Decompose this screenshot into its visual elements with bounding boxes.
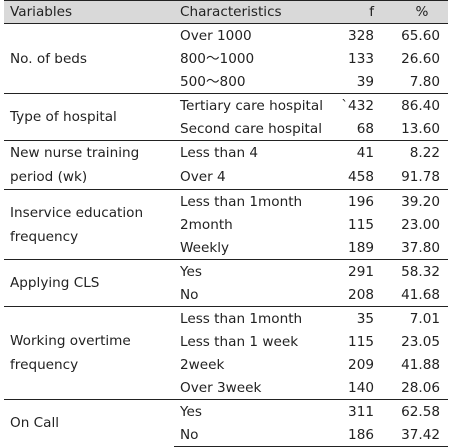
variable-cell: Type of hospital [4, 93, 174, 141]
table-header-row: Variables Characteristics f % [4, 0, 448, 24]
percent-cell: 7.01 [382, 306, 448, 330]
characteristic-cell: Less than 1 week [180, 333, 299, 350]
frequency-cell: 208 [348, 286, 374, 303]
variable-cell: Inservice education frequency [4, 189, 174, 260]
percent-cell: 8.22 [382, 140, 448, 165]
frequency-cell: 196 [329, 189, 382, 213]
header-frequency: f [329, 0, 382, 24]
percent-cell: 37.80 [401, 239, 440, 256]
frequency-cell: 115 [348, 333, 374, 350]
variable-cell: Applying CLS [4, 259, 174, 307]
frequency-cell: `432 [329, 93, 382, 117]
percent-cell: 41.68 [401, 286, 440, 303]
characteristic-cell: 800～1000 [180, 50, 255, 67]
frequency-cell: 186 [329, 423, 382, 447]
percent-cell: 86.40 [382, 93, 448, 117]
percent-cell: 28.06 [401, 379, 440, 396]
header-variables: Variables [4, 0, 174, 24]
frequency-cell: 291 [329, 259, 382, 283]
percent-cell: 37.42 [382, 423, 448, 447]
table-row: Working overtime frequency Less than 1mon… [4, 306, 448, 400]
characteristic-cell: 2month [180, 216, 233, 233]
characteristic-cell: No [174, 423, 329, 447]
frequency-cell: 39 [356, 73, 374, 90]
characteristic-cell: Over 4 [180, 169, 226, 185]
percent-cell: 23.00 [401, 216, 440, 233]
hospital-characteristics-table: Variables Characteristics f % No. of bed… [4, 0, 448, 447]
percent-cell: 62.58 [382, 399, 448, 423]
variable-cell: New nurse training period (wk) [4, 140, 174, 190]
characteristic-cell: Weekly [180, 239, 230, 256]
variable-cell: Working overtime frequency [4, 306, 174, 400]
characteristic-cell: Over 1000 [174, 23, 329, 47]
table-row: 500～800 39 7.80 [4, 70, 448, 94]
frequency-cell: 189 [348, 239, 374, 256]
characteristic-cell: Less than 1month [174, 189, 329, 213]
percent-cell: 91.78 [401, 169, 440, 185]
frequency-cell: 133 [348, 50, 374, 67]
frequency-cell: 41 [329, 140, 382, 165]
characteristic-cell: Over 3week [180, 379, 262, 396]
header-percent: % [382, 0, 448, 24]
characteristic-cell: Yes [174, 259, 329, 283]
characteristic-cell: Yes [174, 399, 329, 423]
characteristic-cell: Less than 1month [174, 306, 329, 330]
variable-cell: On Call [4, 399, 174, 447]
table-row: 2month 115 23.00 [4, 213, 448, 236]
percent-cell: 26.60 [401, 50, 440, 67]
percent-cell: 23.05 [401, 333, 440, 350]
table-row: No. of beds Over 1000 328 65.60 [4, 23, 448, 94]
table-body: No. of beds Over 1000 328 65.60 800～1000 133 2… [4, 23, 448, 447]
frequency-cell: 458 [348, 169, 374, 185]
percent-cell: 7.80 [409, 73, 440, 90]
table-row: No 208 41.68 [4, 283, 448, 307]
frequency-cell: 35 [329, 306, 382, 330]
percent-cell: 13.60 [401, 120, 440, 137]
percent-cell: 65.60 [382, 23, 448, 47]
table-row: Over 3week 140 28.06 [4, 376, 448, 400]
percent-cell: 58.32 [382, 259, 448, 283]
frequency-cell: 115 [348, 216, 374, 233]
characteristic-cell: 500～800 [180, 73, 246, 90]
frequency-cell: 328 [329, 23, 382, 47]
frequency-cell: 140 [348, 379, 374, 396]
frequency-cell: 311 [329, 399, 382, 423]
characteristic-cell: Less than 4 [174, 140, 329, 165]
characteristic-cell: No [180, 286, 199, 303]
characteristic-cell: Second care hospital [180, 120, 322, 137]
percent-cell: 39.20 [382, 189, 448, 213]
percent-cell: 41.88 [401, 356, 440, 373]
table-row: Weekly 189 37.80 [4, 236, 448, 260]
table-row: 2week 209 41.88 [4, 353, 448, 376]
table-row: Over 4 458 91.78 [4, 165, 448, 190]
table-row: 800～1000 133 26.60 [4, 47, 448, 70]
header-characteristics: Characteristics [174, 0, 329, 24]
table-row: New nurse training period (wk) Less than … [4, 140, 448, 190]
table-row: Second care hospital 68 13.60 [4, 117, 448, 141]
table-row: On Call Yes 311 62.58 [4, 399, 448, 447]
table-row: Applying CLS Yes 291 58.32 [4, 259, 448, 307]
table-row: Inservice education frequency Less than 1… [4, 189, 448, 260]
frequency-cell: 209 [348, 356, 374, 373]
characteristic-cell: Tertiary care hospital [174, 93, 329, 117]
variable-cell: No. of beds [4, 23, 174, 94]
frequency-cell: 68 [356, 120, 374, 137]
table-row: Less than 1 week 115 23.05 [4, 330, 448, 353]
characteristic-cell: 2week [180, 356, 225, 373]
table-row: Type of hospital Tertiary care hospital `4… [4, 93, 448, 141]
